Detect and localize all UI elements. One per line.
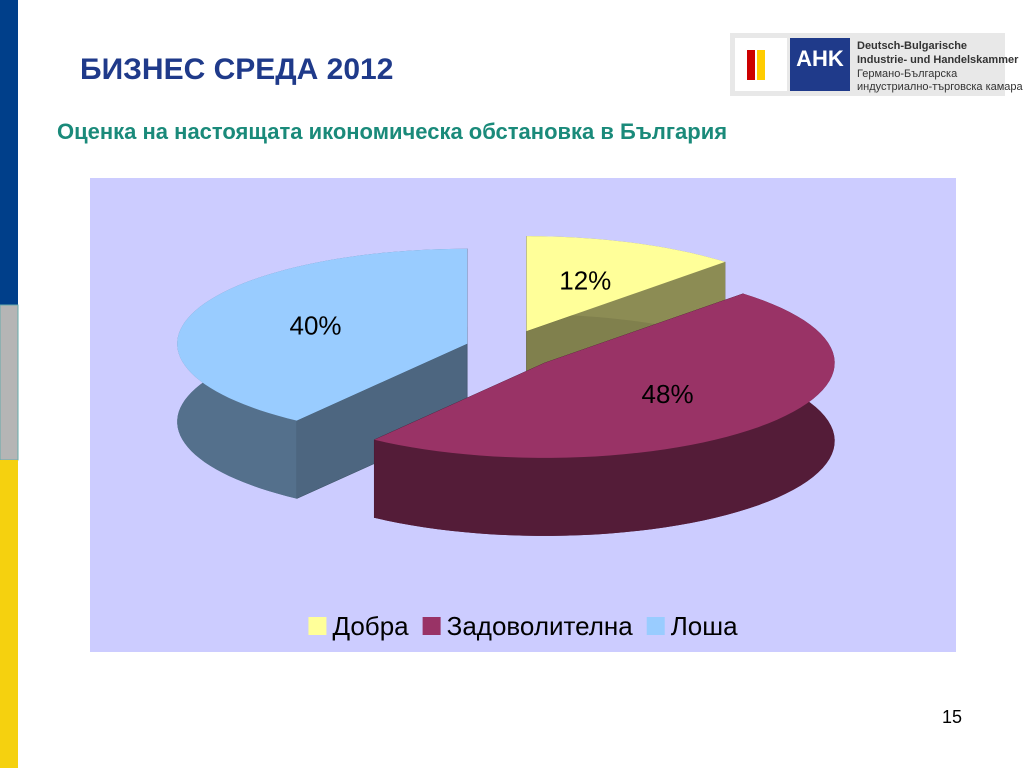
slice-top xyxy=(374,293,835,458)
chart-title: Оценка на настоящата икономическа обстан… xyxy=(57,119,727,144)
legend-label: Добра xyxy=(332,611,409,641)
legend-label: Задоволителна xyxy=(447,611,634,641)
logo-icon xyxy=(747,50,755,80)
logo-text: индустриално-търговска камара xyxy=(857,81,1024,93)
logo: AHK Deutsch-Bulgarische Industrie- und H… xyxy=(730,33,1024,96)
data-label: 12% xyxy=(559,265,611,295)
side-band xyxy=(0,460,18,768)
legend: Добра Задоволителна Лоша xyxy=(308,611,738,641)
legend-label: Лоша xyxy=(671,611,738,641)
slice-top xyxy=(177,248,468,421)
logo-mark: AHK xyxy=(796,46,844,71)
side-band xyxy=(0,304,19,461)
data-label: 40% xyxy=(289,310,341,340)
pie-slice: 40% xyxy=(177,248,468,499)
slice-wall xyxy=(374,293,835,536)
pie: 12% 40% 48% xyxy=(177,236,835,536)
slide-title: БИЗНЕС СРЕДА 2012 xyxy=(80,53,393,86)
logo-text: Deutsch-Bulgarische xyxy=(857,40,967,52)
legend-swatch xyxy=(308,617,327,635)
data-label: 48% xyxy=(642,379,694,409)
logo-text: Industrie- und Handelskammer xyxy=(857,54,1019,66)
logo-mark-bg xyxy=(790,38,850,91)
pie-slice: 48% xyxy=(373,293,835,536)
logo-icon xyxy=(757,50,765,80)
page-number: 15 xyxy=(942,707,962,727)
side-band xyxy=(0,0,18,305)
slice-top xyxy=(526,236,726,332)
legend-swatch xyxy=(646,617,665,635)
logo-text: Германо-Българска xyxy=(857,68,958,80)
legend-swatch xyxy=(422,617,441,635)
